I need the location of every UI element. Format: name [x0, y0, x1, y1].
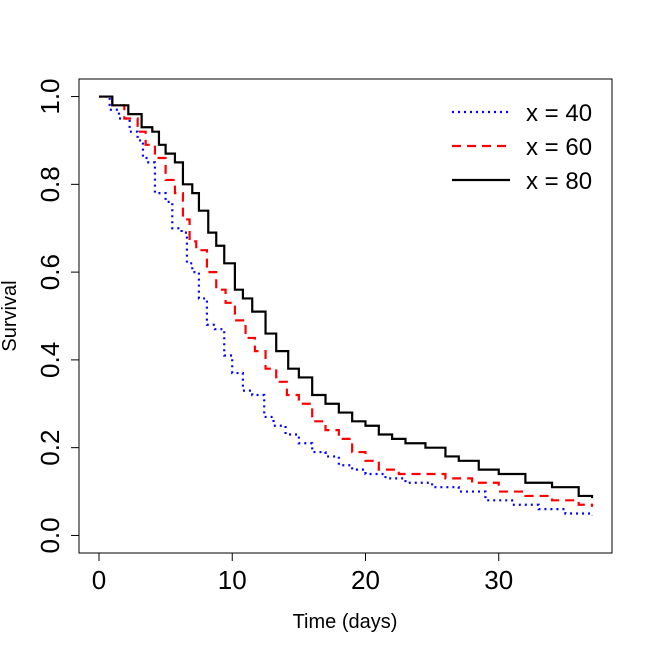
- series-group: [98, 95, 594, 516]
- y-tick-label: 0.4: [35, 342, 65, 378]
- y-axis-title: Survival: [0, 280, 21, 351]
- series-line-x-80: [98, 95, 594, 499]
- y-tick-label: 0.6: [35, 254, 65, 290]
- x-axis-title: Time (days): [293, 611, 398, 633]
- legend-label: x = 40: [526, 100, 592, 127]
- y-tick-label: 0.8: [35, 166, 65, 202]
- legend-label: x = 80: [526, 168, 592, 195]
- series-line-x-40: [98, 95, 594, 516]
- y-tick-label: 1.0: [35, 78, 65, 114]
- x-tick-label: 10: [218, 565, 247, 595]
- series-line-x-60: [98, 95, 594, 507]
- legend-label: x = 60: [526, 134, 592, 161]
- y-axis-ticks: 0.0 0.2 0.4 0.6 0.8 1.0: [35, 78, 79, 554]
- x-tick-label: 30: [484, 565, 513, 595]
- x-tick-label: 20: [351, 565, 380, 595]
- x-axis-ticks: 0 10 20 30: [92, 553, 513, 595]
- x-tick-label: 0: [92, 565, 106, 595]
- legend: x = 40 x = 60 x = 80: [452, 100, 592, 195]
- y-tick-label: 0.2: [35, 430, 65, 466]
- y-tick-label: 0.0: [35, 517, 65, 553]
